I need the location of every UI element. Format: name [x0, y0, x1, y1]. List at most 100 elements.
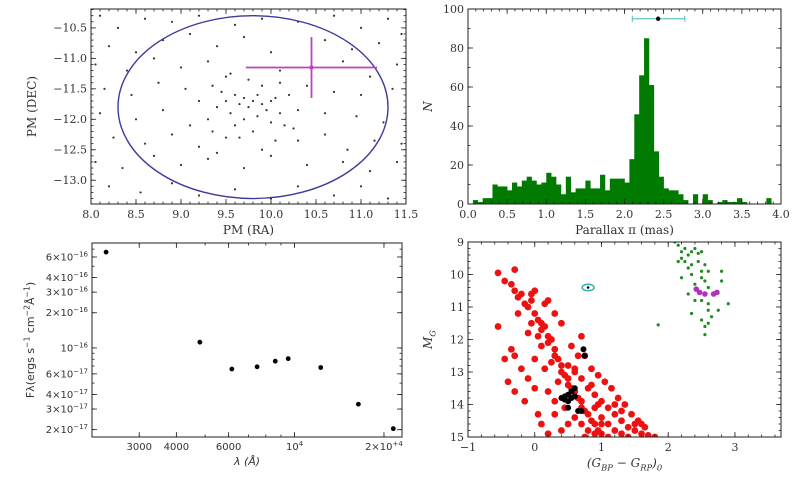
x-tick-label: 8.5 — [127, 208, 145, 221]
x-tick-label: 4000 — [164, 442, 189, 453]
x-tick-label: 10.0 — [259, 208, 284, 221]
histogram-bar — [727, 202, 733, 204]
histogram-bar — [541, 182, 547, 204]
data-point — [94, 160, 97, 164]
histogram-bar — [590, 188, 596, 204]
y-tick-label: 13 — [450, 366, 464, 379]
data-point — [197, 194, 201, 197]
cmd-point — [571, 385, 578, 392]
y-tick-label: 6×10−16​ — [46, 250, 89, 263]
data-point — [107, 45, 111, 48]
cmd-point — [494, 269, 502, 277]
histogram-bar — [546, 172, 552, 204]
x-tick-label: 0 — [531, 441, 538, 454]
cmd-point — [541, 365, 549, 373]
y-tick-label: 2×10−17​ — [46, 423, 88, 436]
data-point — [224, 75, 228, 78]
cmd-point — [544, 388, 552, 395]
cmd-point — [604, 420, 612, 428]
data-point — [332, 194, 336, 197]
x-tick-label: 2.0 — [616, 208, 634, 221]
cmd-point — [564, 375, 572, 382]
histogram-bar — [614, 178, 620, 204]
cmd-point — [528, 297, 535, 304]
cmd-point — [554, 355, 562, 363]
histogram-bar — [648, 85, 655, 204]
y-tick-label: −13.0 — [53, 174, 87, 187]
data-point — [359, 93, 363, 97]
data-point — [305, 163, 309, 167]
data-point — [260, 17, 264, 20]
cmd-point — [580, 346, 587, 353]
histogram-bar — [575, 188, 581, 204]
cmd-point — [611, 427, 619, 434]
data-point — [215, 106, 219, 109]
errorbar-point — [309, 65, 314, 70]
cmd-point — [699, 276, 704, 280]
data-point — [238, 102, 241, 106]
cmd-point — [693, 298, 697, 303]
data-point — [98, 112, 102, 115]
x-tick-label: 3000 — [127, 442, 152, 453]
histogram-bar — [512, 182, 518, 204]
cmd-point — [551, 310, 559, 317]
cmd-point — [598, 414, 605, 421]
cmd-point — [578, 397, 585, 405]
cmd-point — [693, 246, 697, 251]
cmd-point — [511, 287, 519, 295]
data-point — [103, 87, 106, 90]
y-tick-label: 10−16​ — [60, 341, 88, 354]
data-point — [256, 115, 259, 118]
data-point — [206, 60, 210, 63]
data-point — [170, 182, 174, 185]
sed-point — [197, 339, 203, 345]
data-point — [211, 130, 214, 133]
histogram-bar — [653, 151, 660, 204]
y-tick-label: −10.5 — [53, 22, 87, 35]
cmd-point — [683, 259, 687, 264]
histogram-bar — [551, 176, 557, 204]
histogram-bar — [629, 159, 635, 204]
cmd-point — [564, 362, 572, 369]
cmd-point — [679, 250, 684, 254]
cmd-point — [581, 433, 589, 437]
cmd-point — [706, 302, 710, 306]
cmd-point — [716, 308, 720, 312]
data-point — [206, 157, 210, 161]
data-point — [107, 185, 111, 188]
cmd-point — [531, 310, 539, 317]
data-point — [265, 109, 268, 112]
histogram-bar — [658, 176, 664, 204]
data-point — [292, 127, 295, 130]
data-point — [274, 96, 277, 100]
cmd-point — [558, 362, 565, 369]
cmd-point — [568, 342, 575, 350]
data-point — [139, 191, 142, 194]
cmd-point — [594, 401, 602, 408]
data-point — [382, 121, 385, 124]
histogram-bar — [531, 180, 537, 204]
data-point — [121, 166, 124, 170]
histogram-bar — [673, 190, 679, 204]
data-point — [269, 154, 273, 157]
data-point — [323, 133, 327, 136]
data-point — [386, 197, 390, 200]
data-point — [269, 51, 273, 54]
cmd-point — [726, 302, 730, 306]
histogram-bar — [668, 190, 674, 204]
data-point — [197, 14, 201, 17]
x-tick-label: 1.0 — [538, 208, 556, 221]
x-tick-label: 6000 — [216, 442, 241, 453]
cmd-point — [574, 352, 582, 360]
cmd-point — [631, 420, 639, 428]
y-tick-label: 15 — [450, 431, 464, 444]
cmd-point — [621, 401, 629, 408]
histogram-bar — [634, 114, 640, 204]
histogram-bar — [477, 202, 483, 204]
cmd-point — [703, 279, 707, 283]
histogram-bar — [663, 188, 669, 204]
data-point — [346, 148, 349, 151]
cmd-point — [571, 414, 579, 421]
data-point — [143, 17, 147, 20]
data-point — [269, 121, 273, 124]
